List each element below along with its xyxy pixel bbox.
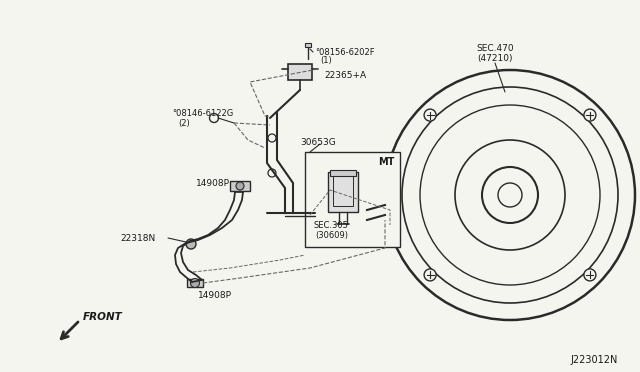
Text: (1): (1) (320, 55, 332, 64)
Text: 22365+A: 22365+A (324, 71, 366, 80)
Text: SEC.305: SEC.305 (313, 221, 348, 230)
Bar (305, 152, 400, 247)
Text: (47210): (47210) (477, 54, 513, 62)
Text: 14908P: 14908P (196, 179, 230, 187)
Circle shape (584, 269, 596, 281)
Text: FRONT: FRONT (83, 312, 123, 322)
Text: °08146-6122G: °08146-6122G (172, 109, 233, 118)
Circle shape (424, 109, 436, 121)
Text: °08156-6202F: °08156-6202F (315, 48, 374, 57)
Circle shape (584, 109, 596, 121)
Text: (30609): (30609) (315, 231, 348, 240)
Text: J223012N: J223012N (570, 355, 618, 365)
Text: (2): (2) (178, 119, 189, 128)
Bar (333, 176, 353, 206)
Bar (330, 170, 356, 176)
Circle shape (268, 134, 276, 142)
Text: SEC.470: SEC.470 (476, 44, 514, 52)
Circle shape (191, 279, 200, 288)
Circle shape (424, 269, 436, 281)
Text: 14908P: 14908P (198, 291, 232, 299)
Bar (305, 43, 311, 47)
Text: 30653G: 30653G (300, 138, 336, 147)
Bar (288, 64, 312, 80)
Bar (230, 181, 250, 191)
Text: 22318N: 22318N (120, 234, 156, 243)
Bar (328, 172, 358, 212)
Bar (187, 279, 203, 287)
Circle shape (268, 169, 276, 177)
Circle shape (236, 182, 244, 190)
Text: MT: MT (378, 157, 394, 167)
Circle shape (186, 239, 196, 249)
